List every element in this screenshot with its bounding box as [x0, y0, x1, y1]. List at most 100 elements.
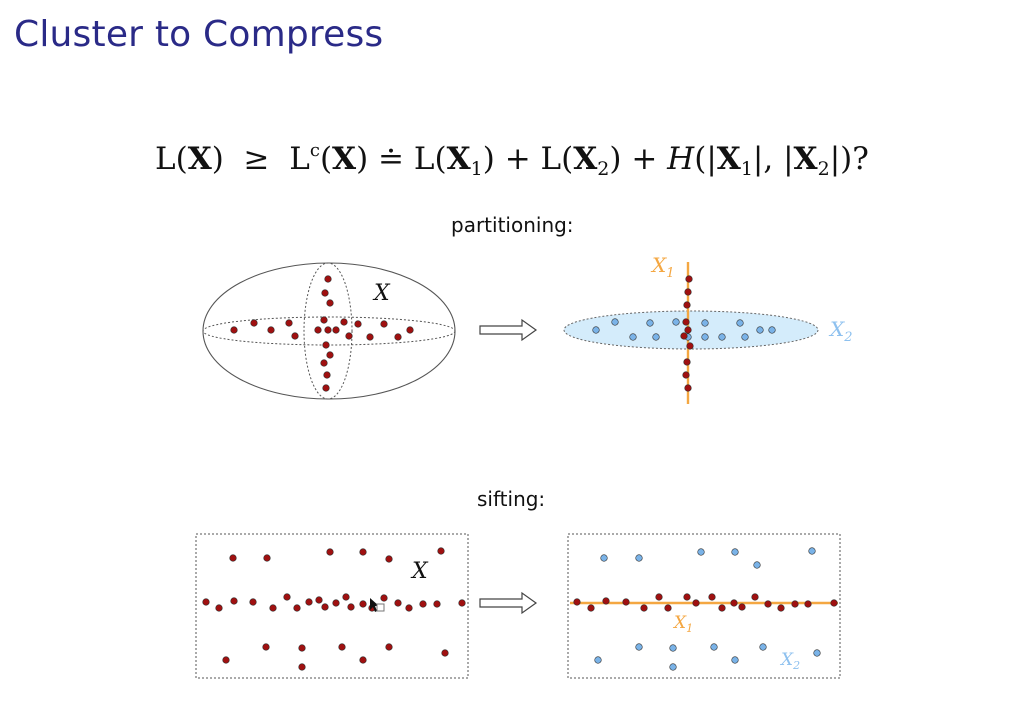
red-point — [250, 319, 258, 327]
mouse-cursor-icon — [370, 598, 385, 612]
red-point — [262, 643, 270, 651]
red-point — [269, 604, 277, 612]
red-point — [359, 600, 367, 608]
red-point — [345, 332, 353, 340]
red-point — [293, 604, 301, 612]
blue-point — [741, 333, 749, 341]
red-point — [305, 598, 313, 606]
blue-point — [701, 333, 709, 341]
partition-right-red-points — [680, 275, 694, 392]
partition-right-blue-points — [592, 318, 776, 341]
blue-point — [635, 643, 643, 651]
red-point — [347, 603, 355, 611]
red-point — [777, 604, 785, 612]
blue-point — [669, 663, 677, 671]
red-point — [830, 599, 838, 607]
partition-x1-label: X1 — [650, 253, 675, 281]
blue-point — [629, 333, 637, 341]
red-point — [680, 332, 688, 340]
red-point — [738, 603, 746, 611]
blue-point — [600, 554, 608, 562]
sifting-left-points — [202, 547, 466, 671]
red-point — [324, 326, 332, 334]
red-point — [406, 326, 414, 334]
red-point — [332, 326, 340, 334]
partition-arrow-icon — [479, 318, 538, 342]
red-point — [230, 597, 238, 605]
red-point — [340, 318, 348, 326]
blue-point — [736, 319, 744, 327]
red-point — [685, 275, 693, 283]
red-point — [320, 316, 328, 324]
partition-left-points — [230, 275, 414, 392]
red-point — [283, 593, 291, 601]
red-point — [640, 604, 648, 612]
red-point — [222, 656, 230, 664]
red-point — [708, 593, 716, 601]
blue-point — [701, 319, 709, 327]
red-point — [433, 600, 441, 608]
blue-point — [759, 643, 767, 651]
red-point — [380, 320, 388, 328]
red-point — [326, 548, 334, 556]
blue-point — [669, 644, 677, 652]
red-point — [215, 604, 223, 612]
red-point — [285, 319, 293, 327]
red-point — [682, 371, 690, 379]
red-point — [751, 593, 759, 601]
blue-point — [768, 326, 776, 334]
slide-title: Cluster to Compress — [14, 14, 384, 55]
red-point — [419, 600, 427, 608]
red-point — [664, 604, 672, 612]
red-point — [249, 598, 257, 606]
sifting-x1-label: X1 — [672, 613, 693, 635]
partitioning-label: partitioning: — [451, 213, 574, 237]
red-point — [359, 548, 367, 556]
sifting-right-box — [567, 533, 841, 679]
red-point — [692, 599, 700, 607]
red-point — [315, 596, 323, 604]
red-point — [683, 593, 691, 601]
red-point — [321, 603, 329, 611]
red-point — [332, 599, 340, 607]
blue-point — [652, 333, 660, 341]
red-point — [718, 604, 726, 612]
red-point — [684, 384, 692, 392]
sifting-left-x-label: X — [410, 559, 429, 584]
sifting-label: sifting: — [477, 487, 546, 511]
red-point — [314, 326, 322, 334]
red-point — [229, 554, 237, 562]
blue-point — [594, 656, 602, 664]
red-point — [321, 289, 329, 297]
blue-point — [731, 548, 739, 556]
red-point — [791, 600, 799, 608]
red-point — [326, 299, 334, 307]
red-point — [267, 326, 275, 334]
red-point — [320, 359, 328, 367]
red-point — [602, 597, 610, 605]
red-point — [298, 644, 306, 652]
red-point — [622, 598, 630, 606]
blue-point — [756, 326, 764, 334]
red-point — [322, 341, 330, 349]
blue-point — [718, 333, 726, 341]
red-point — [684, 326, 692, 334]
sifting-left-box — [195, 533, 469, 679]
red-point — [804, 600, 812, 608]
red-point — [686, 342, 694, 350]
red-point — [322, 384, 330, 392]
red-point — [441, 649, 449, 657]
partition-left-x-label: X — [372, 281, 391, 306]
red-point — [385, 555, 393, 563]
red-point — [684, 288, 692, 296]
blue-point — [646, 319, 654, 327]
blue-point — [697, 548, 705, 556]
red-point — [380, 594, 388, 602]
blue-point — [611, 318, 619, 326]
red-point — [655, 593, 663, 601]
red-point — [359, 656, 367, 664]
red-point — [338, 643, 346, 651]
red-point — [458, 599, 466, 607]
red-point — [587, 604, 595, 612]
